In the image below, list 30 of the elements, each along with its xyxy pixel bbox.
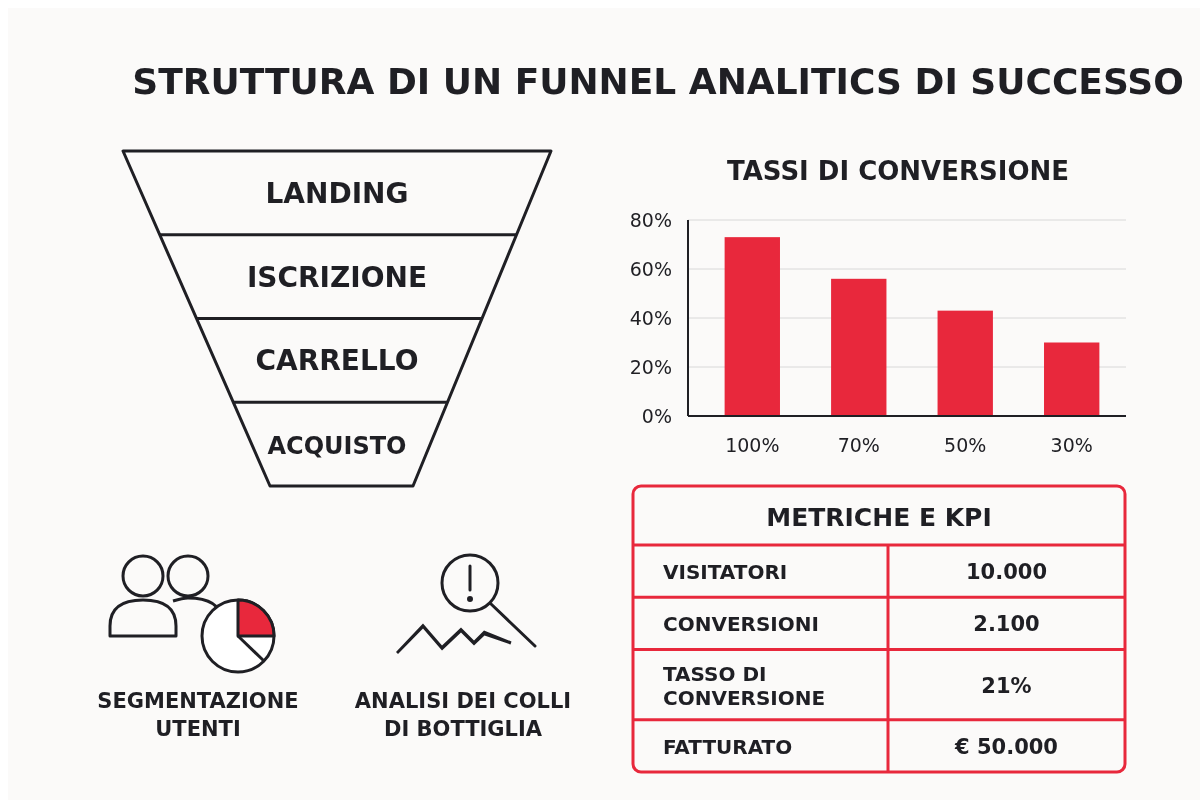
text: 21%: [981, 673, 1032, 698]
y-tick-label: 0%: [641, 405, 672, 427]
x-tick-label: 30%: [1050, 434, 1093, 456]
x-tick-label: 70%: [837, 434, 880, 456]
category-label: ACQUISTO: [267, 432, 407, 461]
chart-title: TASSI DI CONVERSIONE: [726, 156, 1070, 186]
text: SEGMENTAZIONE UTENTI: [97, 689, 299, 741]
y-tick-label: 20%: [629, 356, 672, 378]
category-label: VISITATORI: [663, 560, 788, 585]
y-tick-label: 80%: [629, 209, 672, 231]
category-label: CARRELLO: [255, 344, 419, 378]
category-label: LANDING: [265, 176, 409, 210]
text: METRICHE E KPI: [766, 503, 992, 532]
text: 2.100: [973, 612, 1040, 637]
bar: [937, 310, 993, 416]
bar: [1044, 342, 1100, 416]
y-tick-label: 60%: [629, 258, 672, 280]
text: STRUTTURA DI UN FUNNEL ANALITICS DI SUCCESSO: [132, 61, 1184, 102]
text: € 50.000: [955, 734, 1058, 759]
category-label: ISCRIZIONE: [246, 260, 428, 294]
text: 10.000: [965, 560, 1048, 585]
x-tick-label: 100%: [725, 434, 780, 456]
y-tick-label: 40%: [629, 307, 672, 329]
bar: [724, 237, 780, 416]
x-tick-label: 50%: [944, 434, 987, 456]
bar: [831, 278, 887, 416]
category-label: CONVERSIONI: [663, 612, 819, 637]
text: ANALISI DEI COLLI DI BOTTIGLIA: [354, 689, 572, 741]
category-label: FATTURATO: [663, 734, 793, 759]
category-label: TASSO DI CONVERSIONE: [663, 661, 826, 710]
